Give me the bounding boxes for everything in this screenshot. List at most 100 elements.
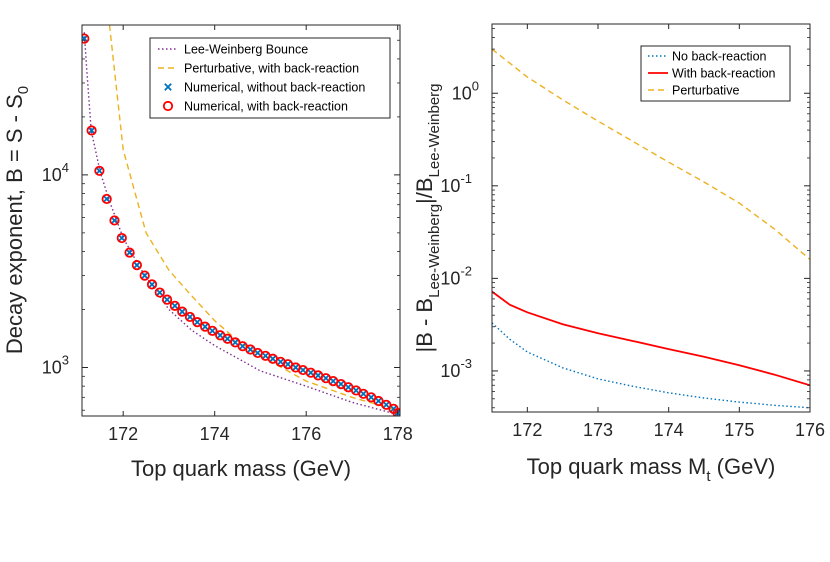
right-ytick-label: 10-3 <box>440 356 472 381</box>
left-marker-circle <box>109 215 120 226</box>
right-ytick-label: 10-1 <box>440 171 472 196</box>
left-marker-x <box>238 342 247 351</box>
left-marker-circle <box>86 125 97 136</box>
left-marker-x <box>133 261 141 269</box>
left-marker-circle <box>199 321 211 332</box>
left-marker-circle <box>124 247 135 258</box>
left-xlabel: Top quark mass (GeV) <box>131 456 351 481</box>
right-chart: 172 173 174 175 176 10-3 10-2 10-1 100 Top quark… <box>412 23 825 485</box>
left-marker-x <box>155 288 164 297</box>
right-legend-label: With back-reaction <box>672 67 776 81</box>
left-legend-label: Lee-Weinberg Bounce <box>184 43 308 57</box>
left-xtick-label: 174 <box>200 424 230 444</box>
right-xtick-label: 174 <box>654 420 684 440</box>
left-marker-x <box>201 322 209 331</box>
left-marker-x <box>276 358 285 366</box>
left-xtick-label: 172 <box>108 424 138 444</box>
left-marker-x <box>117 234 126 242</box>
left-legend: Lee-Weinberg Bounce Perturbative, with ba… <box>149 37 391 119</box>
left-marker-x <box>193 318 202 326</box>
right-xtick-label: 173 <box>583 420 613 440</box>
left-marker-circle <box>373 395 384 407</box>
left-legend-label: Numerical, without back-reaction <box>184 81 365 95</box>
left-marker-x <box>261 351 270 360</box>
right-xtick-label: 176 <box>795 420 825 440</box>
left-marker-x <box>125 248 134 257</box>
left-marker-x <box>148 280 156 289</box>
right-xtick-label: 175 <box>724 420 754 440</box>
right-ytick-label: 100 <box>452 78 479 103</box>
right-ytick-label: 10-2 <box>440 263 472 288</box>
left-marker-x <box>171 301 179 310</box>
right-plot-frame <box>491 23 811 413</box>
left-marker-x <box>268 354 277 363</box>
left-marker-x <box>186 313 194 321</box>
left-marker-circle <box>101 193 112 205</box>
left-marker-circle <box>146 279 158 290</box>
left-marker-circle <box>139 270 150 281</box>
left-marker-x <box>322 374 330 383</box>
left-ytick-label: 103 <box>42 352 69 377</box>
left-legend-label: Perturbative, with back-reaction <box>184 62 359 76</box>
left-marker-circle <box>94 165 105 176</box>
left-marker-circle <box>154 287 165 298</box>
left-marker-x <box>344 383 353 392</box>
left-ytick-label: 104 <box>42 160 69 185</box>
left-legend-label: Numerical, with back-reaction <box>184 100 348 114</box>
left-marker-x <box>299 366 307 374</box>
left-marker-circle <box>177 306 188 317</box>
left-marker-x <box>253 349 262 357</box>
left-ylabel: Decay exponent, B = S - S0 <box>2 86 32 354</box>
right-xlabel: Top quark mass Mt (GeV) <box>527 454 776 485</box>
right-xtick-label: 172 <box>512 420 542 440</box>
left-marker-x <box>352 386 360 395</box>
left-marker-circle <box>392 407 400 416</box>
left-marker-x <box>216 331 225 340</box>
left-marker-circle <box>192 317 203 328</box>
left-marker-circle <box>162 294 173 305</box>
left-marker-x <box>284 360 292 369</box>
left-marker-x <box>306 368 315 377</box>
left-marker-x <box>102 195 111 203</box>
left-marker-x <box>95 166 104 175</box>
left-marker-x <box>359 389 368 398</box>
left-legend-swatch <box>162 100 174 112</box>
left-marker-x <box>314 371 322 380</box>
left-marker-circle <box>207 325 218 336</box>
left-marker-x <box>337 380 345 388</box>
left-plot-frame <box>81 24 401 417</box>
left-marker-x <box>291 363 300 372</box>
left-xtick-label: 176 <box>291 424 321 444</box>
right-series-line-1 <box>492 290 810 387</box>
left-marker-x <box>374 397 383 405</box>
left-marker-circle <box>184 311 196 323</box>
left-series-line-1 <box>108 25 398 411</box>
left-marker-x <box>208 327 217 335</box>
left-marker-x <box>382 400 391 409</box>
right-legend-label: Perturbative <box>672 84 739 98</box>
right-series-line-0 <box>492 322 810 409</box>
left-marker-circle <box>116 232 127 244</box>
left-marker-x <box>329 377 338 385</box>
left-marker-circle <box>131 260 143 271</box>
left-legend-swatch <box>164 83 172 91</box>
left-marker-circle <box>82 33 90 44</box>
left-xtick-label: 178 <box>383 424 413 444</box>
left-marker-x <box>163 295 171 304</box>
left-marker-circle <box>222 333 233 344</box>
left-marker-x <box>140 271 149 280</box>
left-marker-x <box>178 307 187 316</box>
right-ylabel: |B - BLee-Weinberg|/BLee-Weinberg <box>412 83 443 352</box>
right-legend-label: No back-reaction <box>672 50 767 64</box>
left-marker-x <box>223 334 232 343</box>
left-marker-x <box>246 345 255 354</box>
left-marker-circle <box>169 300 180 311</box>
right-legend: No back-reaction With back-reaction Pertur… <box>640 45 791 102</box>
left-marker-x <box>367 393 376 402</box>
left-marker-x <box>87 126 96 135</box>
right-series-line-2 <box>492 48 810 261</box>
left-marker-x <box>110 216 119 225</box>
left-marker-x <box>231 338 240 347</box>
